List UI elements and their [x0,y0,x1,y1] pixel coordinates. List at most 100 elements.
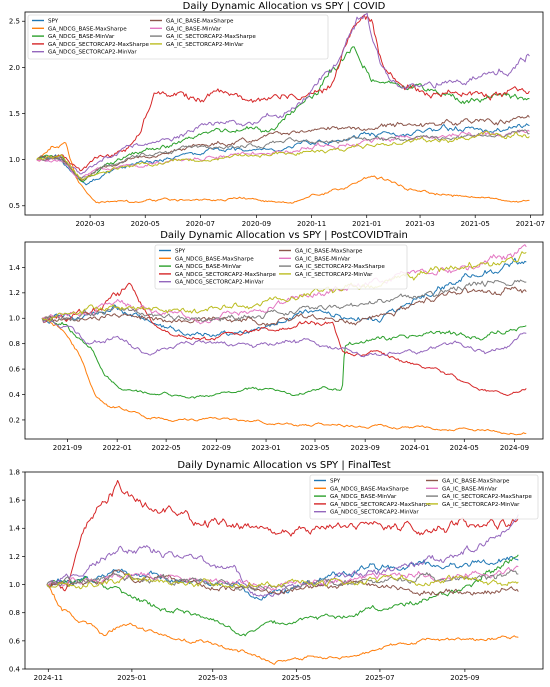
x-tick-label: 2025-09 [450,674,479,682]
x-tick-label: 2021-01 [352,220,381,228]
legend-label: GA_IC_SECTORCAP2-MinVar [295,272,373,278]
x-tick-label: 2020-03 [75,220,104,228]
y-tick-label: 0.4 [9,391,21,399]
x-tick-label: 2020-07 [186,220,215,228]
y-tick-label: 0.2 [9,416,20,424]
chart-panel-1: Daily Dynamic Allocation vs SPY | COVID 0… [9,1,545,228]
series-line [41,318,527,436]
legend-label: GA_IC_SECTORCAP2-MaxSharpe [166,34,256,40]
x-tick-label: 2021-09 [53,444,82,452]
plot-frame [24,471,544,670]
y-tick-label: 1.0 [9,315,20,323]
y-tick-label: 0.5 [9,202,20,210]
x-tick-label: 2025-01 [117,674,146,682]
series-line [36,114,530,182]
legend-label: GA_NDCG_SECTORCAP2-MaxSharpe [330,502,432,508]
plot-frame [24,241,544,440]
x-tick-label: 2020-11 [297,220,326,228]
x-tick-label: 2022-01 [103,444,132,452]
x-tick-label: 2025-05 [282,674,311,682]
x-tick-label: 2023-09 [351,444,380,452]
series-line [41,279,527,323]
legend-label: GA_NDCG_SECTORCAP2-MinVar [175,280,264,286]
y-tick-label: 0.8 [9,609,20,617]
y-tick-label: 1.0 [9,156,20,164]
series-group [41,244,527,436]
legend-label: GA_NDCG_SECTORCAP2-MinVar [48,50,137,56]
legend-label: GA_IC_BASE-MaxSharpe [442,479,510,485]
chart-panel-2: Daily Dynamic Allocation vs SPY | PostCO… [9,230,544,452]
series-line [36,12,530,175]
x-tick-label: 2024-11 [34,674,63,682]
series-line [36,130,530,181]
chart-title: Daily Dynamic Allocation vs SPY | PostCO… [160,230,408,241]
y-tick-label: 2.0 [9,64,20,72]
legend-label: GA_IC_SECTORCAP2-MaxSharpe [442,494,532,500]
legend-label: GA_NDCG_BASE-MinVar [175,264,242,270]
legend-box [27,14,329,60]
legend-label: GA_NDCG_SECTORCAP2-MaxSharpe [48,42,150,48]
x-tick-label: 2025-03 [198,674,227,682]
legend-label: GA_NDCG_SECTORCAP2-MaxSharpe [175,272,277,278]
y-tick-label: 0.6 [9,637,21,645]
x-tick-label: 2020-05 [131,220,160,228]
x-tick-label: 2024-05 [450,444,479,452]
y-tick-label: 1.8 [9,468,20,476]
legend-label: GA_IC_SECTORCAP2-MinVar [442,502,520,508]
y-tick-label: 1.5 [9,110,20,118]
series-line [41,286,527,327]
series-line [41,251,527,322]
y-tick-label: 2.5 [9,18,20,26]
legend-label: SPY [48,19,59,25]
series-line [42,257,527,337]
legend-label: GA_IC_SECTORCAP2-MinVar [166,42,244,48]
legend-label: GA_IC_BASE-MinVar [295,256,351,262]
series-line [46,573,519,590]
y-tick-label: 1.4 [9,264,21,272]
y-tick-label: 1.2 [9,553,20,561]
series-line [36,14,530,172]
legend-label: SPY [330,479,341,485]
y-tick-label: 1.0 [9,581,20,589]
legend-label: GA_IC_BASE-MinVar [166,26,222,32]
x-tick-label: 2021-07 [516,220,545,228]
x-tick-label: 2021-03 [405,220,434,228]
legend-label: GA_NDCG_BASE-MaxSharpe [48,26,127,32]
series-line [41,318,527,399]
series-group [36,12,530,204]
x-tick-label: 2024-09 [500,444,529,452]
y-tick-label: 1.6 [9,497,21,505]
x-tick-label: 2022-09 [202,444,231,452]
series-line [36,141,530,204]
legend-box [309,474,539,520]
legend-box [154,244,408,290]
series-line [41,318,527,358]
legend-label: GA_NDCG_SECTORCAP2-MinVar [330,510,419,516]
y-tick-label: 0.4 [9,665,21,673]
series-line [42,282,527,396]
legend-label: GA_NDCG_BASE-MinVar [330,494,397,500]
legend-label: GA_IC_SECTORCAP2-MaxSharpe [295,264,385,270]
legend-label: SPY [175,249,186,255]
x-tick-label: 2024-01 [400,444,429,452]
series-line [46,569,519,592]
x-tick-label: 2023-01 [251,444,280,452]
series-line [46,554,519,637]
x-tick-label: 2023-05 [300,444,329,452]
legend-label: GA_IC_BASE-MinVar [442,486,498,492]
legend-label: GA_IC_BASE-MaxSharpe [295,249,363,255]
x-tick-label: 2022-05 [151,444,180,452]
series-group [46,479,519,665]
y-tick-label: 0.6 [9,365,21,373]
x-tick-label: 2021-05 [461,220,490,228]
legend-label: GA_IC_BASE-MaxSharpe [166,19,234,25]
y-tick-label: 0.8 [9,340,20,348]
series-line [46,479,519,592]
series-line [36,129,530,179]
y-tick-label: 1.2 [9,289,20,297]
chart-title: Daily Dynamic Allocation vs SPY | COVID [183,1,386,12]
y-tick-label: 1.4 [9,525,21,533]
